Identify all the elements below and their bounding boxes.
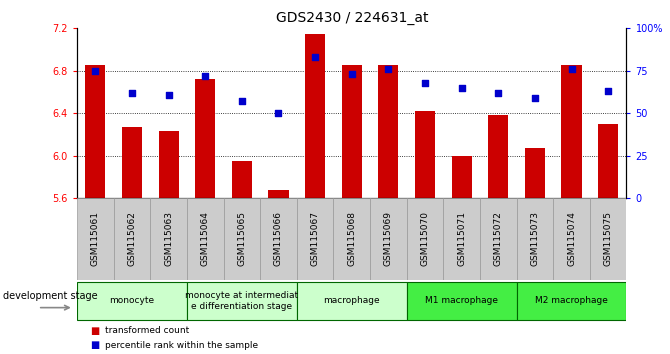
Bar <box>297 282 407 320</box>
Bar <box>260 198 297 280</box>
Text: GSM115068: GSM115068 <box>347 211 356 267</box>
Bar <box>77 198 114 280</box>
Bar <box>232 161 252 198</box>
Text: development stage: development stage <box>3 291 98 301</box>
Text: ■: ■ <box>90 340 100 350</box>
Bar <box>224 198 260 280</box>
Point <box>529 95 540 101</box>
Bar <box>407 282 517 320</box>
Point <box>90 68 100 74</box>
Bar <box>85 65 105 198</box>
Text: GSM115067: GSM115067 <box>311 211 320 267</box>
Bar <box>525 148 545 198</box>
Text: GSM115065: GSM115065 <box>237 211 247 267</box>
Text: percentile rank within the sample: percentile rank within the sample <box>105 341 259 350</box>
Bar <box>114 198 150 280</box>
Point <box>273 110 284 116</box>
Bar <box>517 282 626 320</box>
Point <box>456 85 467 91</box>
Bar <box>553 198 590 280</box>
Point <box>566 66 577 72</box>
Text: GSM115073: GSM115073 <box>531 211 539 267</box>
Text: GSM115069: GSM115069 <box>384 211 393 267</box>
Text: GSM115066: GSM115066 <box>274 211 283 267</box>
Text: GSM115064: GSM115064 <box>201 211 210 267</box>
Bar <box>334 198 370 280</box>
Bar <box>444 198 480 280</box>
Point <box>383 66 394 72</box>
Bar <box>305 34 325 198</box>
Bar <box>407 198 444 280</box>
Text: GSM115070: GSM115070 <box>421 211 429 267</box>
Bar <box>159 131 179 198</box>
Text: GSM115061: GSM115061 <box>91 211 100 267</box>
Text: M2 macrophage: M2 macrophage <box>535 296 608 306</box>
Point <box>200 73 210 79</box>
Text: GSM115074: GSM115074 <box>567 211 576 267</box>
Bar <box>561 65 582 198</box>
Text: GSM115072: GSM115072 <box>494 211 502 267</box>
Text: GSM115071: GSM115071 <box>457 211 466 267</box>
Text: transformed count: transformed count <box>105 326 190 336</box>
Bar <box>122 127 142 198</box>
Point <box>493 90 504 96</box>
Text: monocyte: monocyte <box>109 296 155 306</box>
Bar <box>150 198 187 280</box>
Text: monocyte at intermediat
e differentiation stage: monocyte at intermediat e differentiatio… <box>186 291 298 310</box>
Text: GDS2430 / 224631_at: GDS2430 / 224631_at <box>275 11 428 25</box>
Bar <box>187 198 224 280</box>
Text: macrophage: macrophage <box>324 296 380 306</box>
Point <box>419 80 430 86</box>
Bar <box>342 65 362 198</box>
Bar <box>370 198 407 280</box>
Point <box>127 90 137 96</box>
Point <box>603 88 614 94</box>
Text: GSM115063: GSM115063 <box>164 211 173 267</box>
Bar <box>452 156 472 198</box>
Bar <box>195 79 215 198</box>
Bar <box>517 198 553 280</box>
Text: M1 macrophage: M1 macrophage <box>425 296 498 306</box>
Point <box>237 98 247 104</box>
Point <box>346 72 357 77</box>
Bar <box>187 282 297 320</box>
Text: ■: ■ <box>90 326 100 336</box>
Point <box>163 92 174 97</box>
Point <box>310 55 320 60</box>
Bar <box>415 111 435 198</box>
Bar <box>297 198 334 280</box>
Bar <box>480 198 517 280</box>
Bar <box>269 190 289 198</box>
Bar <box>488 115 509 198</box>
Text: GSM115075: GSM115075 <box>604 211 612 267</box>
Bar <box>590 198 626 280</box>
Bar <box>77 282 187 320</box>
Bar <box>379 65 399 198</box>
Text: GSM115062: GSM115062 <box>127 211 137 267</box>
Bar <box>598 124 618 198</box>
